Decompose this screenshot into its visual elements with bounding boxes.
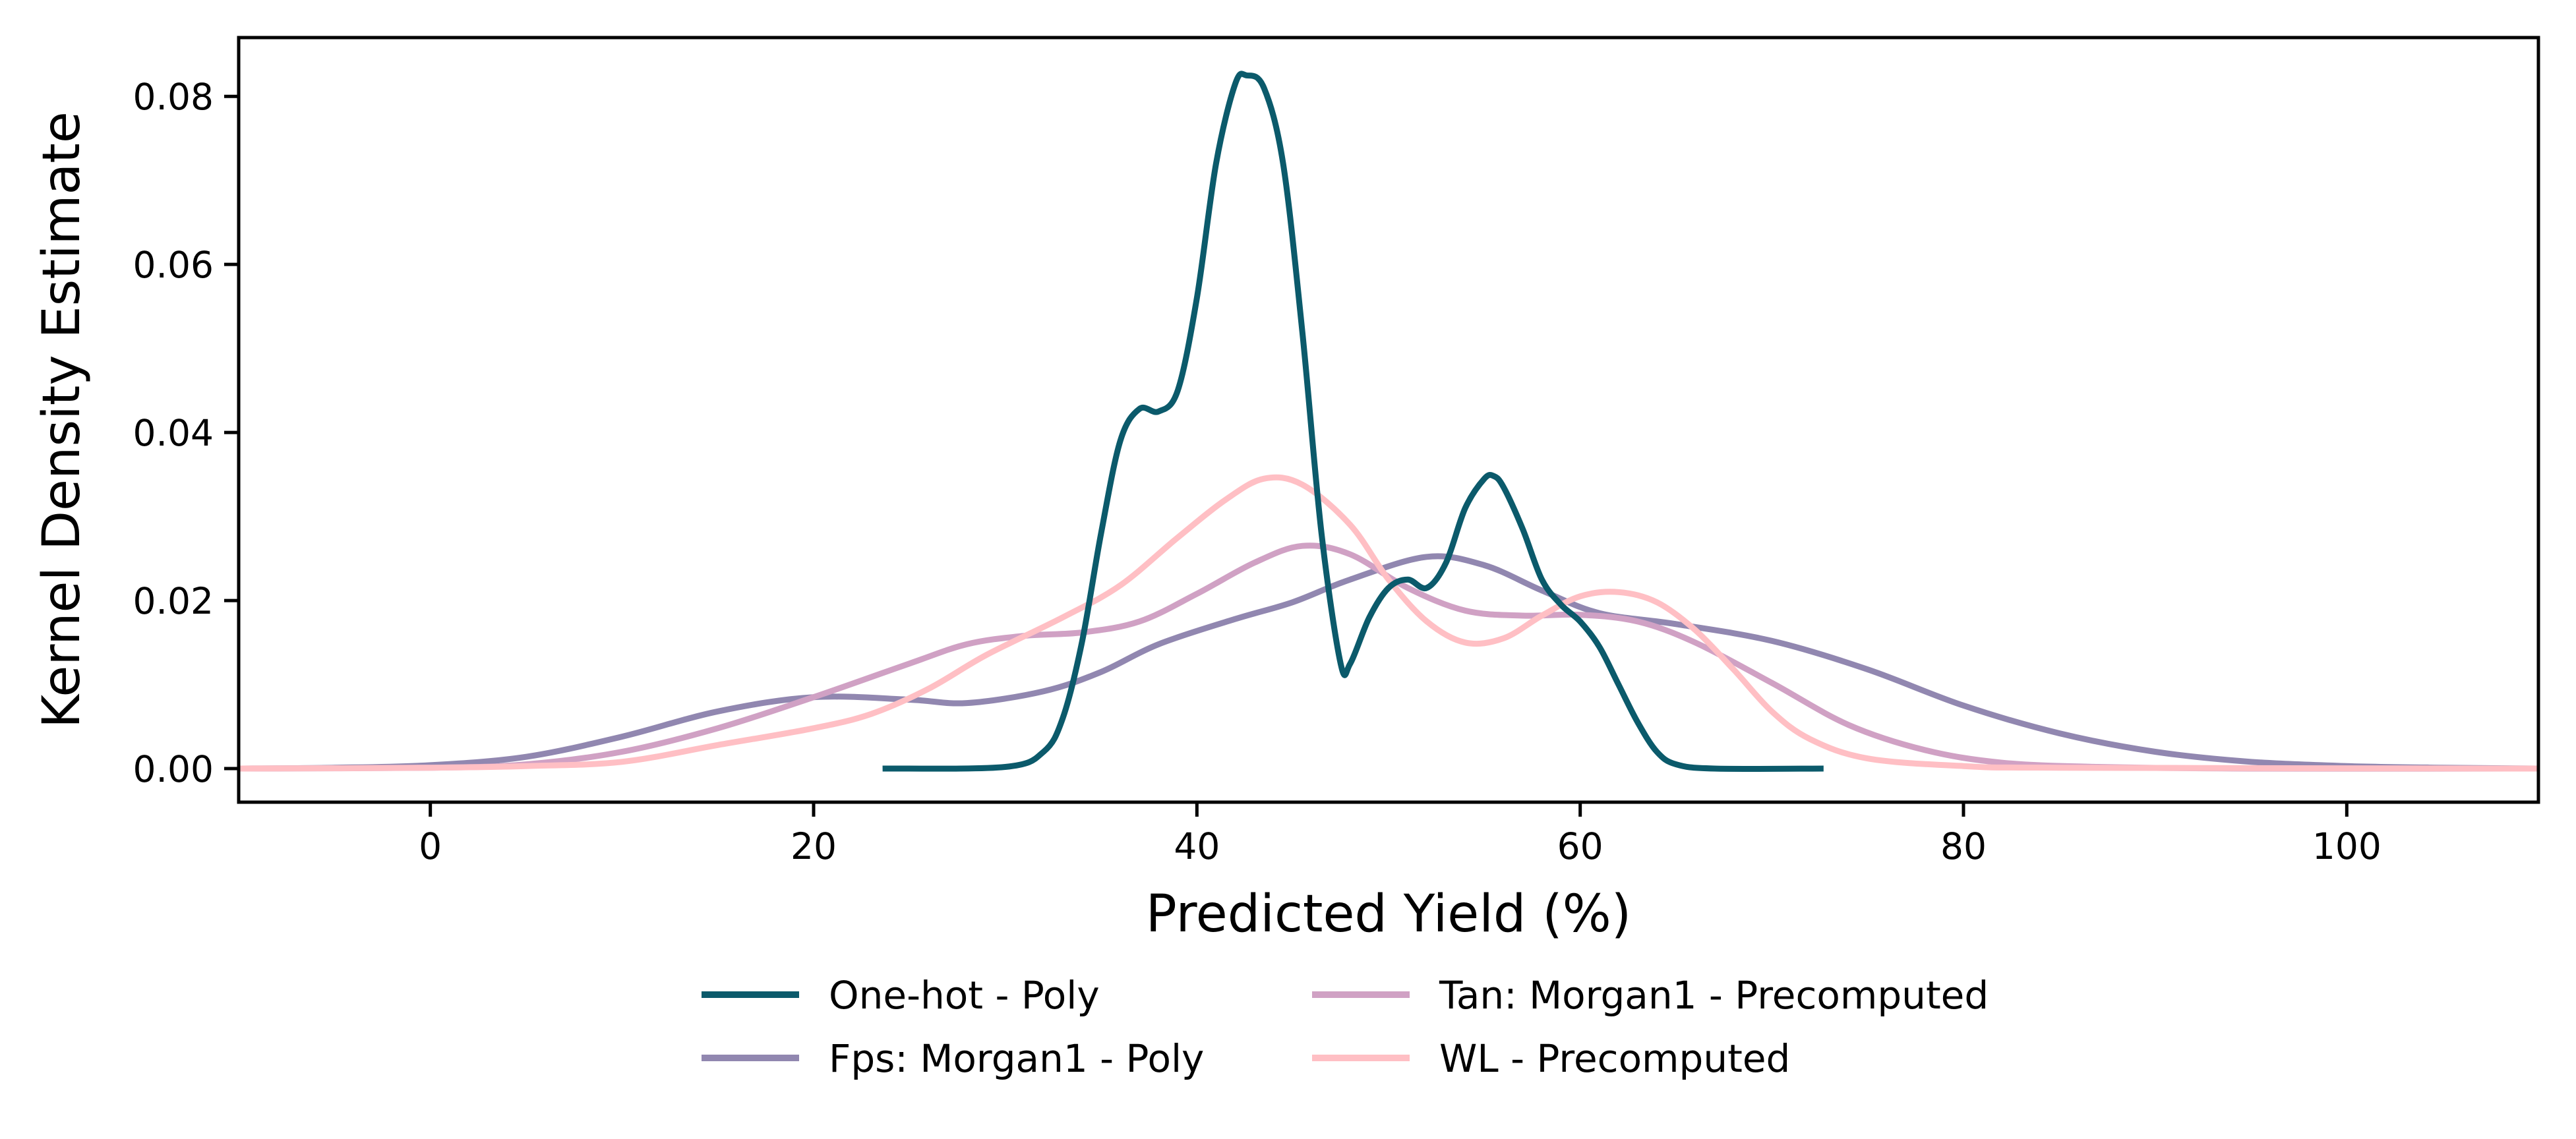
x-axis: 0 20 40 60 80 100 [419, 802, 2381, 867]
legend-label: One-hot - Poly [829, 973, 1100, 1018]
plot-frame [237, 36, 2540, 804]
y-tick-label: 0.04 [133, 412, 214, 454]
x-axis-title: Predicted Yield (%) [1146, 885, 1631, 944]
series-line-0 [882, 71, 1824, 772]
x-tick-label: 40 [1174, 825, 1220, 867]
legend-label: WL - Precomputed [1439, 1036, 1790, 1081]
y-axis: 0.00 0.02 0.04 0.06 0.08 [133, 76, 239, 790]
x-tick-label: 80 [1940, 825, 1987, 867]
y-tick-label: 0.06 [133, 244, 214, 286]
legend-label: Tan: Morgan1 - Precomputed [1439, 973, 1989, 1018]
y-axis-title: Kernel Density Estimate [32, 111, 92, 728]
x-tick-label: 0 [419, 825, 442, 867]
y-tick-label: 0.00 [133, 748, 214, 790]
legend-label: Fps: Morgan1 - Poly [829, 1036, 1204, 1081]
legend: One-hot - Poly Fps: Morgan1 - Poly Tan: Mo… [702, 973, 1989, 1081]
series-layer [238, 71, 2539, 772]
y-tick-label: 0.02 [133, 580, 214, 622]
x-tick-label: 100 [2312, 825, 2381, 867]
y-tick-label: 0.08 [133, 76, 214, 118]
series-line-2 [238, 542, 2539, 772]
series-line-3 [238, 474, 2539, 772]
series-line-1 [238, 553, 2539, 772]
x-tick-label: 20 [791, 825, 837, 867]
x-tick-label: 60 [1557, 825, 1603, 867]
